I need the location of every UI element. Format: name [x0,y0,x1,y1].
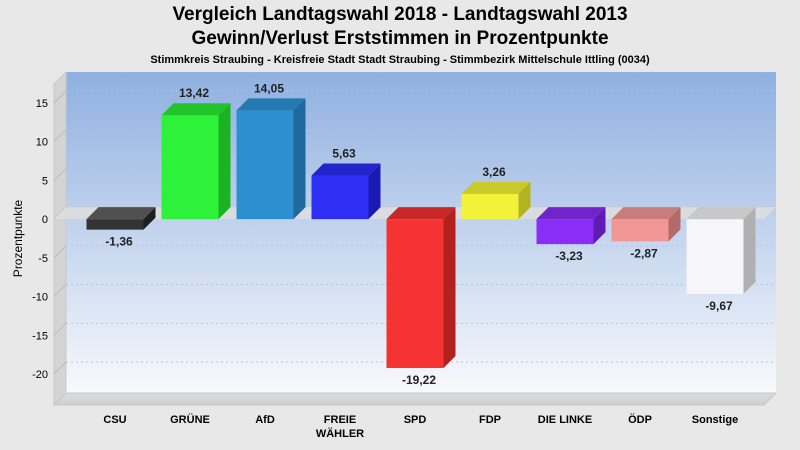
bar-group [611,207,681,242]
bar-side [593,207,606,245]
x-tick-label: AfD [255,414,275,426]
x-tick-label: GRÜNE [170,413,210,426]
bar [161,115,219,220]
bar-top [86,207,156,220]
bar-top [536,207,606,220]
bar-group [236,98,306,220]
data-label: -2,87 [630,246,658,260]
data-label: -1,36 [105,235,133,249]
bar-group [311,163,381,220]
bar [236,110,294,220]
bar-side [743,207,756,295]
bar-top [686,207,756,220]
x-tick-label: FDP [479,414,501,426]
data-label: 13,42 [179,86,209,100]
chart-subtitle: Gewinn/Verlust Erststimmen in Prozentpun… [191,28,609,49]
gridline-side [53,129,67,143]
bar-group [161,103,231,220]
bar-top [386,207,456,220]
x-tick-label: ÖDP [628,413,652,426]
x-tick-label: DIE LINKE [538,414,592,426]
chart-title: Vergleich Landtagswahl 2018 - Landtagswa… [172,4,628,25]
bar [536,219,594,245]
bar-group [86,207,156,230]
bar-side [293,98,306,220]
data-label: -3,23 [555,249,583,263]
y-tick-label: 15 [36,98,48,110]
bar [611,219,669,242]
y-tick-label: 5 [42,175,48,187]
bar-top [611,207,681,220]
y-tick-label: -20 [32,369,48,381]
plot-left-wall [53,70,67,407]
x-tick-label: Sonstige [692,414,738,426]
x-tick-label: FREIE [324,414,356,426]
data-label: 3,26 [482,165,506,179]
bar [311,175,369,220]
bar-group [686,207,756,295]
y-tick-label: -5 [38,253,48,265]
bar [386,219,444,368]
data-label: -19,22 [402,373,436,387]
bar [686,219,744,295]
x-tick-label: WÄHLER [316,427,364,440]
plot-floor [52,392,778,406]
bar-side [368,163,381,220]
bar [86,219,144,230]
gridline-side [53,322,67,336]
y-tick-label: -15 [32,330,48,342]
x-tick-label: SPD [404,414,427,426]
gridline-side [53,245,67,259]
bar-group [536,207,606,245]
data-label: 14,05 [254,81,284,95]
y-tick-label: 0 [42,214,48,226]
bar-side [518,181,531,220]
gridline-side [53,284,67,297]
gridline-side [53,361,67,375]
bar-top [236,98,306,111]
bar-side [668,207,681,242]
bar-group [386,207,456,368]
bar-top [311,163,381,176]
bar-side [443,207,456,368]
y-tick-label: -10 [32,292,48,304]
bar-top [461,181,531,194]
chart-subtitle-2: Stimmkreis Straubing - Kreisfreie Stadt … [150,54,650,66]
bar-side [143,207,156,230]
bar-top [161,103,231,116]
y-axis-label: Prozentpunkte [11,199,25,277]
x-tick-label: CSU [103,414,126,426]
bar [461,193,519,220]
gridline-side [53,90,67,104]
data-label: 5,63 [332,147,356,161]
bar-group [461,181,531,220]
gridline-side [53,168,67,181]
bar-side [218,103,231,220]
y-tick-label: 10 [36,137,48,149]
data-label: -9,67 [705,299,733,313]
